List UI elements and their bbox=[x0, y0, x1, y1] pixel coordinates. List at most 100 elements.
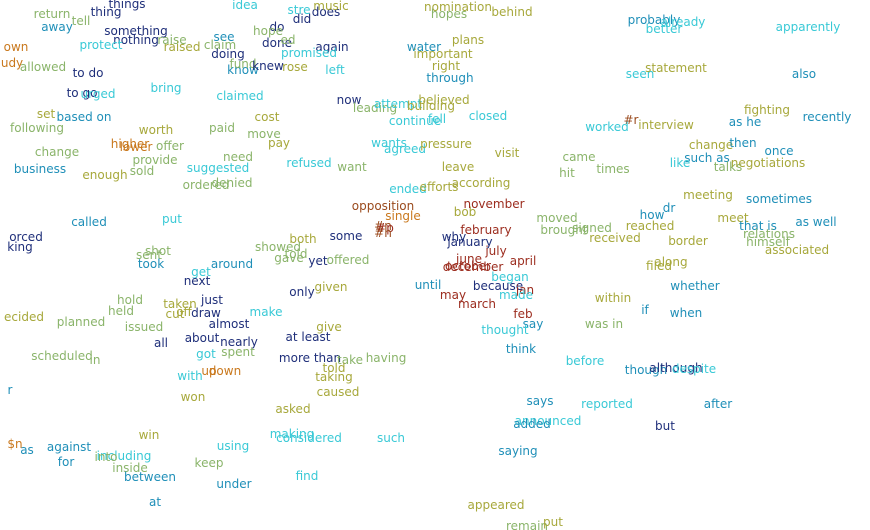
word-label: knew bbox=[252, 59, 284, 73]
word-label: something bbox=[104, 24, 168, 38]
word-label: doing bbox=[211, 47, 245, 61]
word-label: including bbox=[96, 449, 152, 463]
word-label: up bbox=[201, 364, 217, 378]
word-label: for bbox=[57, 455, 75, 469]
word-label: #p bbox=[376, 221, 394, 235]
word-label: brought bbox=[540, 223, 588, 237]
word-label: offered bbox=[326, 253, 370, 267]
word-label: some bbox=[329, 229, 363, 243]
word-label: fighting bbox=[743, 103, 791, 117]
word-label: think bbox=[505, 342, 537, 356]
word-label: before bbox=[565, 354, 605, 368]
word-label: again bbox=[315, 40, 349, 54]
word-label: fund bbox=[229, 57, 257, 71]
word-label: talks bbox=[713, 160, 743, 174]
word-label: nomination bbox=[424, 0, 492, 14]
word-label: change bbox=[34, 145, 80, 159]
word-label: april bbox=[509, 254, 537, 268]
word-label: king bbox=[7, 240, 33, 254]
word-label: away bbox=[41, 20, 73, 34]
word-label: with bbox=[177, 369, 203, 383]
word-label: things bbox=[108, 0, 146, 11]
word-label: take bbox=[337, 353, 363, 367]
word-label: considered bbox=[276, 431, 342, 445]
word-label: using bbox=[216, 439, 250, 453]
word-label: yet bbox=[308, 254, 328, 268]
word-label: planned bbox=[56, 315, 106, 329]
word-label: wants bbox=[371, 136, 407, 150]
word-label: all bbox=[153, 336, 169, 350]
word-label: interview bbox=[638, 118, 694, 132]
word-label: saying bbox=[498, 444, 538, 458]
word-label: claimed bbox=[216, 89, 264, 103]
word-label: leave bbox=[441, 160, 475, 174]
word-label: as bbox=[20, 443, 34, 457]
word-label: remain bbox=[505, 519, 549, 530]
word-label: gave bbox=[274, 251, 304, 265]
word-label: to do bbox=[72, 66, 104, 80]
word-label: attempt bbox=[373, 97, 423, 111]
word-label: to go bbox=[66, 86, 98, 100]
word-label: change bbox=[688, 138, 734, 152]
word-label: return bbox=[33, 7, 71, 21]
word-label: but bbox=[655, 419, 675, 433]
word-label: though bbox=[624, 363, 668, 377]
word-label: nothing bbox=[113, 33, 159, 47]
word-label: thought bbox=[481, 323, 529, 337]
word-label: got bbox=[196, 347, 216, 361]
word-label: in bbox=[89, 353, 101, 367]
word-label: dr bbox=[662, 201, 676, 215]
word-label: associated bbox=[764, 243, 830, 257]
word-label: such bbox=[376, 431, 406, 445]
word-label: provide bbox=[132, 153, 178, 167]
word-label: scheduled bbox=[31, 349, 93, 363]
word-label: off bbox=[176, 305, 192, 319]
word-label: at bbox=[148, 495, 162, 509]
word-label: about bbox=[184, 331, 220, 345]
word-label: whether bbox=[670, 279, 720, 293]
word-label: was in bbox=[584, 317, 624, 331]
word-label: making bbox=[269, 427, 315, 441]
word-label: both bbox=[289, 232, 317, 246]
word-label: water bbox=[406, 40, 442, 54]
word-label: get bbox=[191, 265, 211, 279]
word-label: march bbox=[458, 297, 496, 311]
word-label: meeting bbox=[683, 188, 733, 202]
word-label: do bbox=[269, 20, 285, 34]
word-label: paid bbox=[209, 121, 235, 135]
word-label: showed bbox=[254, 240, 302, 254]
word-label: tell bbox=[71, 14, 91, 28]
word-label: that is bbox=[739, 219, 777, 233]
word-label: around bbox=[210, 257, 254, 271]
word-label: suggested bbox=[186, 161, 250, 175]
word-label: refused bbox=[286, 156, 332, 170]
word-label: as he bbox=[728, 115, 762, 129]
word-label: #r bbox=[623, 113, 639, 127]
word-label: opposition bbox=[351, 199, 415, 213]
word-label: based on bbox=[56, 110, 112, 124]
word-label: moved bbox=[536, 211, 578, 225]
word-label: say bbox=[522, 317, 544, 331]
word-label: does bbox=[311, 5, 341, 19]
word-label: cost bbox=[254, 110, 280, 124]
word-label: began bbox=[491, 270, 529, 284]
word-label: hope bbox=[253, 24, 283, 38]
word-label: done bbox=[262, 36, 292, 50]
word-label: put bbox=[543, 515, 563, 529]
word-label: into bbox=[94, 450, 118, 464]
word-label: statement bbox=[645, 61, 707, 75]
word-label: draw bbox=[191, 306, 221, 320]
word-label: december bbox=[442, 260, 504, 274]
word-label: as well bbox=[795, 215, 837, 229]
word-label: cut bbox=[165, 307, 185, 321]
word-label: left bbox=[325, 63, 345, 77]
word-label: given bbox=[314, 280, 348, 294]
word-label: july bbox=[485, 244, 507, 258]
word-label: music bbox=[313, 0, 349, 13]
word-label: reached bbox=[625, 219, 675, 233]
word-label: told bbox=[322, 361, 346, 375]
word-label: relations bbox=[743, 227, 795, 241]
word-label: says bbox=[526, 394, 554, 408]
word-label: added bbox=[513, 417, 551, 431]
word-label: protect bbox=[79, 38, 123, 52]
